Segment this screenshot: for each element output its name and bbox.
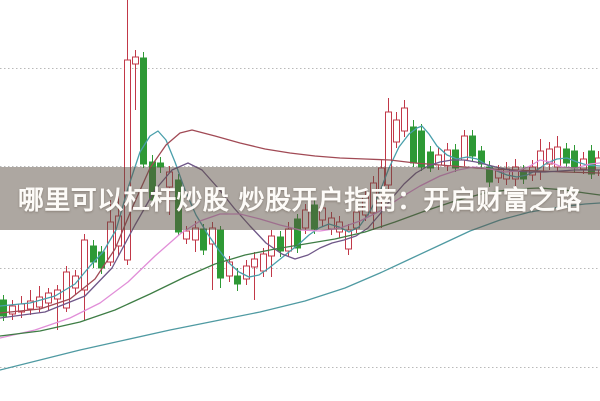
headline-text: 哪里可以杠杆炒股 炒股开户指南：开启财富之路 [18, 186, 582, 216]
headline-banner: 哪里可以杠杆炒股 炒股开户指南：开启财富之路 [0, 167, 600, 230]
